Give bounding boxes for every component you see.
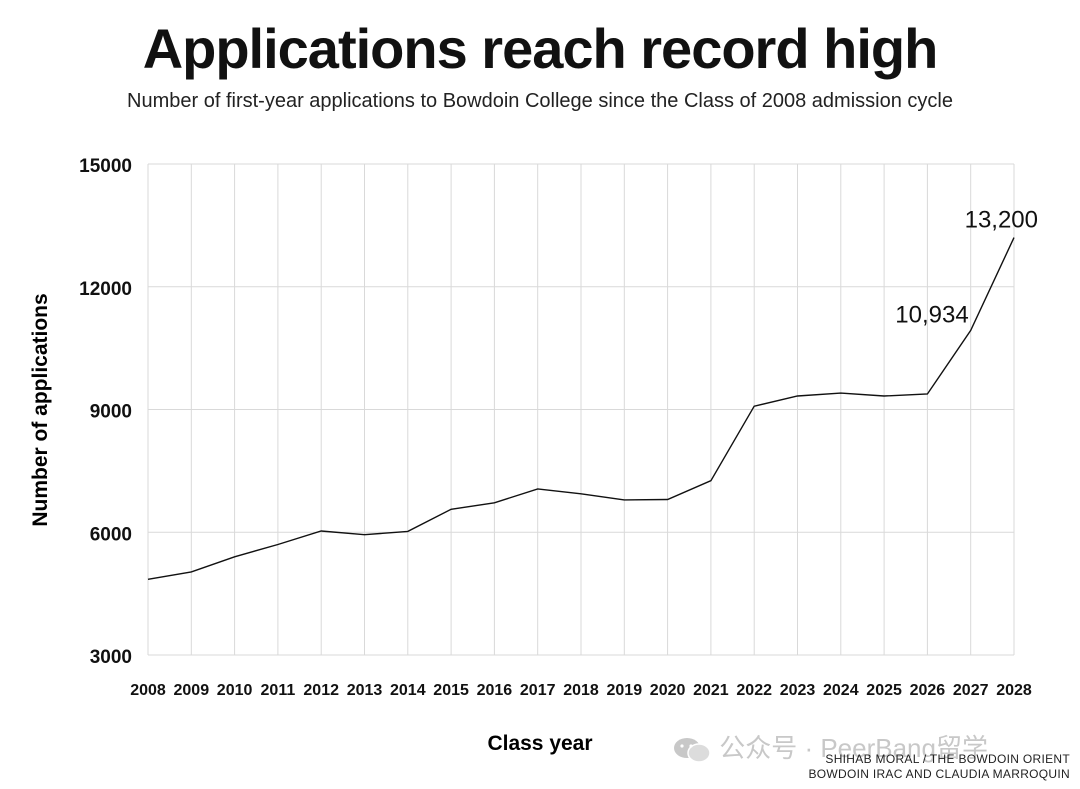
x-tick-label: 2016 (477, 682, 513, 699)
x-tick-label: 2011 (261, 682, 296, 699)
x-tick-label: 2014 (390, 682, 426, 699)
x-tick-label: 2018 (563, 682, 599, 699)
watermark: 公众号 · PeerBang留学 (672, 728, 988, 765)
data-label: 10,934 (895, 301, 968, 328)
series-line (147, 237, 1015, 580)
x-tick-label: 2019 (607, 682, 643, 699)
x-axis-ticks: 2008 2009 2010 2011 2012 2013 2014 2015 2016 2017… (130, 682, 1032, 699)
horizontal-gridlines (148, 163, 1014, 656)
x-tick-label: 2008 (130, 682, 166, 699)
x-tick-label: 2012 (303, 682, 339, 699)
credit-line: SHIHAB MORAL / THE BOWDOIN ORIENT (825, 752, 1070, 766)
x-tick-label: 2009 (174, 682, 210, 699)
y-axis-ticks: 3000 6000 9000 12000 15000 (79, 156, 132, 668)
x-axis-label: Class year (487, 732, 592, 755)
y-axis-label: Number of applications (29, 293, 52, 526)
x-tick-label: 2025 (866, 682, 902, 699)
x-tick-label: 2020 (650, 682, 686, 699)
chart-title: Applications reach record high (142, 17, 939, 80)
y-tick-label: 12000 (79, 279, 132, 300)
x-tick-label: 2024 (823, 682, 859, 699)
x-tick-label: 2022 (736, 682, 772, 699)
wechat-icon (674, 738, 711, 763)
watermark-text: 公众号 · PeerBang留学 (719, 733, 988, 763)
y-tick-label: 3000 (90, 647, 132, 668)
x-tick-label: 2013 (347, 682, 383, 699)
x-tick-label: 2010 (217, 682, 253, 699)
data-label: 13,200 (965, 207, 1038, 234)
credit-line: BOWDOIN IRAC AND CLAUDIA MARROQUIN (808, 767, 1070, 781)
x-tick-label: 2028 (996, 682, 1032, 699)
y-tick-label: 9000 (90, 402, 132, 423)
x-tick-label: 2027 (953, 682, 989, 699)
y-tick-label: 6000 (90, 524, 132, 545)
chart-subtitle: Number of first-year applications to Bow… (127, 90, 953, 112)
x-tick-label: 2021 (693, 682, 729, 699)
x-tick-label: 2017 (520, 682, 556, 699)
y-tick-label: 15000 (79, 156, 132, 177)
x-tick-label: 2026 (910, 682, 946, 699)
x-tick-label: 2015 (433, 682, 469, 699)
x-tick-label: 2023 (780, 682, 816, 699)
data-annotations: 10,934 13,200 (895, 207, 1038, 329)
